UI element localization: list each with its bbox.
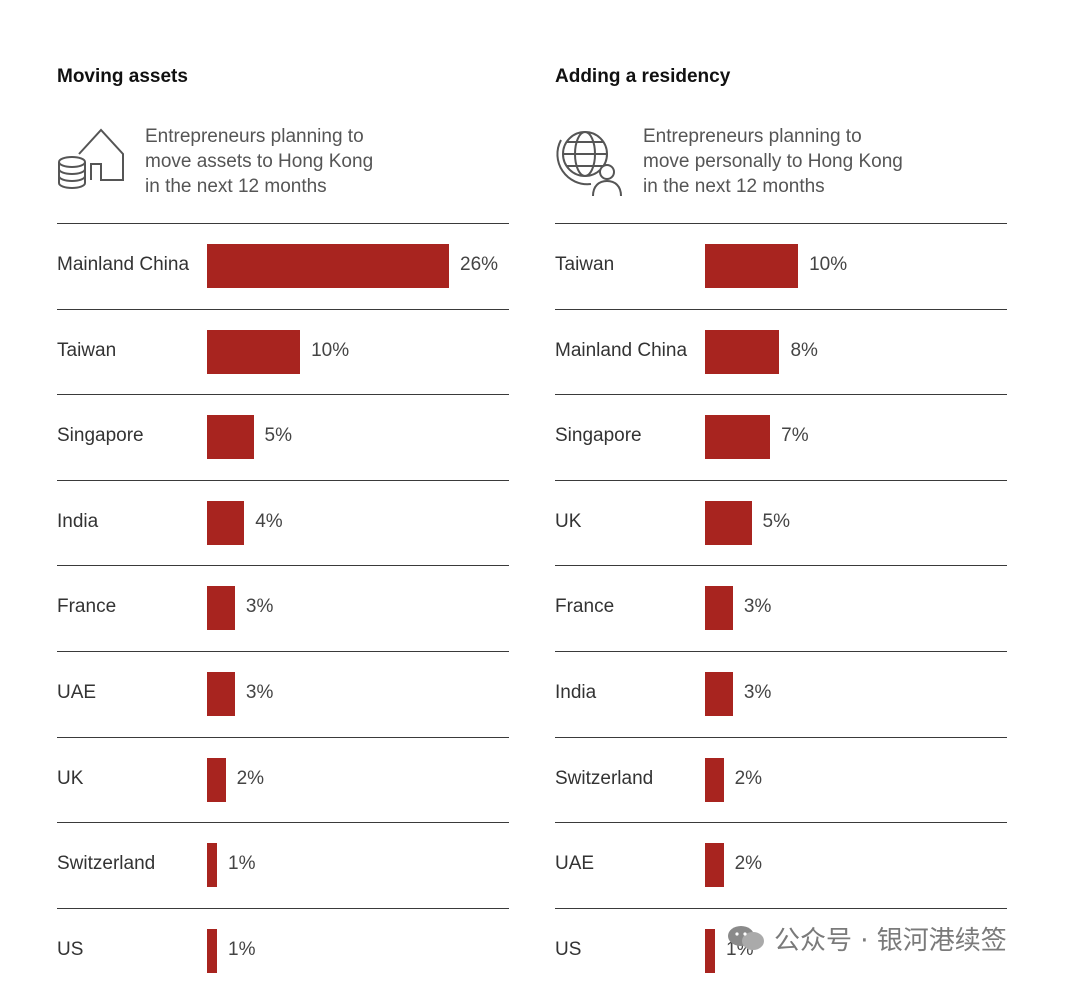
bar (207, 586, 235, 631)
bar (207, 415, 254, 460)
bar-row: UK 2% (57, 736, 509, 823)
bar (207, 329, 301, 374)
category-label: India (57, 510, 99, 532)
bar-row: Singapore 7% (555, 394, 1007, 480)
bar-row: UAE 3% (57, 650, 509, 737)
value-label: 5% (264, 425, 292, 447)
bar (207, 757, 226, 802)
bar-row: Taiwan 10% (555, 223, 1007, 309)
value-label: 10% (809, 254, 848, 275)
value-label: 1% (228, 938, 256, 960)
category-label: Switzerland (57, 853, 156, 875)
value-label: 4% (255, 510, 283, 532)
bar (705, 329, 780, 374)
bar (207, 843, 217, 888)
category-label: Singapore (555, 425, 642, 447)
bar-row: US 1% (555, 907, 1007, 993)
bar-row: France 3% (555, 565, 1007, 651)
category-label: France (555, 596, 615, 618)
bar-row: Taiwan 10% (57, 308, 509, 395)
bar (705, 928, 715, 973)
chart-panel-adding-residency: Adding a residency Entrepreneurs plannin… (555, 0, 1007, 981)
category-label: US (57, 938, 84, 960)
category-label: Singapore (57, 425, 144, 447)
bar-row: UAE 2% (555, 822, 1007, 908)
category-label: Mainland China (57, 254, 190, 275)
category-label: Switzerland (555, 767, 654, 789)
bar (207, 671, 235, 716)
chart-title: Adding a residency (555, 66, 731, 87)
bar-row: Mainland China 26% (57, 223, 509, 309)
chart-subtitle: Entrepreneurs planning to move assets to… (145, 126, 374, 197)
category-label: UK (555, 510, 582, 532)
bar (207, 244, 449, 288)
bar (705, 415, 771, 460)
bar (207, 928, 217, 973)
bar (705, 244, 799, 288)
globe-person-icon (556, 131, 622, 196)
category-label: UAE (555, 853, 595, 875)
value-label: 3% (245, 596, 274, 618)
bar (705, 586, 733, 631)
bar (705, 843, 724, 888)
value-label: 8% (790, 339, 818, 361)
value-label: 5% (762, 510, 790, 532)
bar-row: Mainland China 8% (555, 308, 1007, 395)
watermark-text: 公众号 · 银河港续签 (774, 925, 1007, 956)
chart-subtitle: Entrepreneurs planning to move personall… (643, 126, 903, 197)
bar-row: India 3% (555, 650, 1007, 737)
bar-rows: Taiwan 10% Mainland China 8% Singapore 7% UK 5%… (555, 223, 1007, 993)
value-label: 1% (228, 853, 256, 875)
bar (705, 757, 724, 802)
bar-rows: Mainland China 26% Taiwan 10% Singapore 5% Ind… (57, 223, 509, 993)
bar (705, 500, 752, 545)
category-label: Taiwan (57, 339, 117, 361)
category-label: US (555, 938, 582, 960)
bar (207, 500, 245, 545)
value-label: 10% (311, 339, 350, 361)
value-label: 2% (236, 767, 265, 789)
category-label: Taiwan (555, 254, 615, 275)
value-label: 26% (460, 254, 499, 275)
bar-row: India 4% (57, 479, 509, 566)
value-label: 3% (743, 596, 772, 618)
value-label: 2% (734, 853, 763, 875)
bar-row: UK 5% (555, 479, 1007, 566)
watermark: 公众号 · 银河港续签 (726, 920, 1007, 956)
bar-row: US 1% (57, 907, 509, 993)
bar-row: Singapore 5% (57, 394, 509, 480)
bar (705, 671, 733, 716)
value-label: 3% (245, 681, 274, 703)
value-label: 2% (734, 767, 763, 789)
value-label: 3% (743, 681, 772, 703)
wechat-logo-icon (728, 926, 764, 950)
coins-house-icon (58, 128, 124, 189)
category-label: UK (57, 767, 84, 789)
value-label: 7% (781, 425, 809, 447)
category-label: France (57, 596, 117, 618)
category-label: India (555, 681, 597, 703)
chart-panel-moving-assets: Moving assets Entrepreneurs planning to … (57, 0, 509, 981)
category-label: Mainland China (555, 339, 688, 361)
bar-row: Switzerland 2% (555, 736, 1007, 823)
bar-row: France 3% (57, 565, 509, 651)
bar-row: Switzerland 1% (57, 822, 509, 908)
chart-title: Moving assets (57, 66, 188, 87)
category-label: UAE (57, 681, 97, 703)
